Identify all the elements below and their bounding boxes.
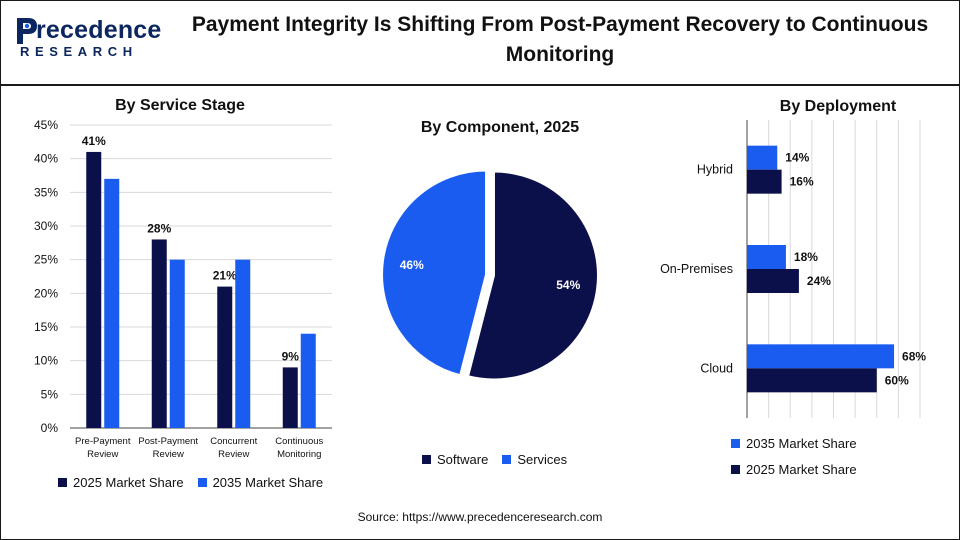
legend-label-deploy-2025: 2025 Market Share xyxy=(746,462,857,477)
bar-2035 xyxy=(235,259,251,428)
bar-2035 xyxy=(300,333,316,428)
legend-label-software: Software xyxy=(437,452,489,467)
deployment-legend-2025: 2025 Market Share xyxy=(731,462,857,477)
legend-label-2035: 2035 Market Share xyxy=(212,475,324,490)
y-tick-label: 40% xyxy=(34,152,58,166)
pie-slice-services xyxy=(381,169,488,377)
bar-data-label: 60% xyxy=(885,373,909,387)
legend-label-2025: 2025 Market Share xyxy=(73,475,184,490)
legend-item-2035: 2035 Market Share xyxy=(197,475,324,490)
header: recedence RESEARCH Payment Integrity Is … xyxy=(0,0,960,86)
pie-data-label: 54% xyxy=(556,278,580,292)
logo-wordmark: recedence xyxy=(36,16,162,44)
y-tick-label: 25% xyxy=(34,253,58,267)
x-tick-label: Review xyxy=(87,449,118,460)
legend-swatch-2035 xyxy=(197,478,207,487)
y-tick-label: 0% xyxy=(41,421,59,435)
x-tick-label: Post-Payment xyxy=(138,436,198,447)
bar-2035 xyxy=(747,145,778,170)
y-tick-label: 15% xyxy=(34,320,58,334)
title-line-2: Monitoring xyxy=(505,43,615,66)
legend-label-deploy-2035: 2035 Market Share xyxy=(746,436,857,451)
bar-data-label: 16% xyxy=(790,175,814,189)
pie-slice-software xyxy=(466,170,599,381)
service-stage-legend: 2025 Market Share 2035 Market Share xyxy=(58,475,337,490)
category-label: On-Premises xyxy=(660,262,733,276)
bar-data-label: 41% xyxy=(82,134,106,148)
bar-2025 xyxy=(747,269,799,293)
y-tick-label: 45% xyxy=(34,118,58,132)
x-tick-label: Monitoring xyxy=(277,449,321,460)
bar-2035 xyxy=(747,344,895,369)
service-stage-title: By Service Stage xyxy=(115,97,245,114)
deployment-title: By Deployment xyxy=(779,98,897,115)
legend-item-2025: 2025 Market Share xyxy=(58,475,184,490)
legend-swatch-2025 xyxy=(58,478,67,487)
pie-data-label: 46% xyxy=(400,258,424,272)
x-tick-label: Pre-Payment xyxy=(75,436,131,447)
bar-2025 xyxy=(151,239,167,428)
bar-2025 xyxy=(747,169,782,194)
category-label: Cloud xyxy=(700,361,733,375)
bar-2025 xyxy=(217,286,233,428)
deployment-legend-2035: 2035 Market Share xyxy=(731,436,857,451)
x-tick-label: Review xyxy=(218,449,249,460)
bar-data-label: 24% xyxy=(807,274,831,288)
deployment-chart: Hybrid 14% 16% On-Premises 18% 24% Cloud 68% 60% xyxy=(660,120,926,418)
title-line-1: Payment Integrity Is Shifting From Post-… xyxy=(191,13,929,36)
logo-p-icon xyxy=(17,18,37,44)
component-pie-chart: 54% 46% xyxy=(381,169,599,381)
service-stage-chart: 0% 5% 10% 15% 20% 25% 30% 35% 40% 45% 41% Pre-Payme… xyxy=(34,118,332,460)
bar-2025 xyxy=(282,367,298,428)
bar-data-label: 14% xyxy=(785,151,809,165)
legend-swatch-deploy-2035 xyxy=(731,439,740,448)
y-tick-label: 5% xyxy=(41,387,59,401)
bar-2035 xyxy=(104,178,120,428)
bar-data-label: 9% xyxy=(282,349,300,363)
bar-2035 xyxy=(169,259,185,428)
logo-subtitle: RESEARCH xyxy=(20,44,138,59)
y-tick-label: 10% xyxy=(34,354,58,368)
legend-swatch-deploy-2025 xyxy=(731,465,740,474)
y-tick-label: 30% xyxy=(34,219,58,233)
x-tick-label: Continuous xyxy=(275,436,323,447)
legend-swatch-services xyxy=(502,455,512,464)
category-label: Hybrid xyxy=(697,163,733,177)
legend-label-services: Services xyxy=(517,452,568,467)
source-note: Source: https://www.precedenceresearch.c… xyxy=(357,510,603,524)
bar-data-label: 68% xyxy=(902,349,926,363)
legend-item-software: Software xyxy=(422,452,488,467)
bar-2035 xyxy=(747,245,786,269)
bar-2025 xyxy=(86,151,102,428)
y-tick-label: 20% xyxy=(34,286,58,300)
y-tick-label: 35% xyxy=(34,185,58,199)
bar-data-label: 21% xyxy=(213,269,237,283)
x-tick-label: Review xyxy=(153,449,184,460)
bar-data-label: 28% xyxy=(147,221,171,235)
x-tick-label: Concurrent xyxy=(210,436,257,447)
legend-item-services: Services xyxy=(502,452,567,467)
logo: recedence RESEARCH xyxy=(14,14,164,64)
bar-data-label: 18% xyxy=(794,250,818,264)
bar-2025 xyxy=(747,368,877,393)
component-title: By Component, 2025 xyxy=(420,119,580,136)
legend-swatch-software xyxy=(422,455,431,464)
page-title: Payment Integrity Is Shifting From Post-… xyxy=(180,10,940,70)
component-legend: Software Services xyxy=(422,452,581,467)
